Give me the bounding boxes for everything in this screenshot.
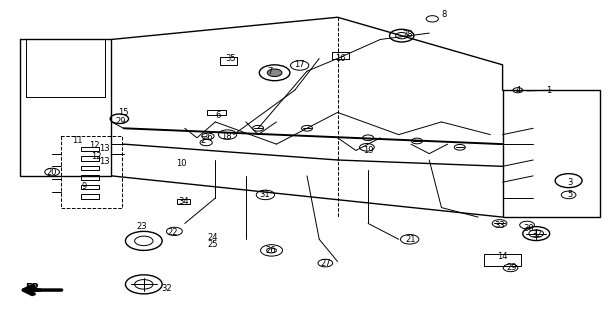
Bar (81, 194, 99, 199)
Text: 8: 8 (442, 10, 447, 19)
Text: 20: 20 (46, 168, 56, 177)
Bar (81, 147, 99, 151)
Text: 10: 10 (176, 159, 187, 168)
Circle shape (267, 69, 282, 76)
Text: 13: 13 (99, 144, 109, 153)
Text: 29: 29 (115, 117, 126, 126)
Text: 11: 11 (72, 136, 83, 146)
Text: 5: 5 (567, 190, 572, 199)
Bar (177, 199, 190, 204)
Text: 30: 30 (523, 224, 534, 233)
Text: 4: 4 (515, 86, 521, 95)
Text: 2: 2 (200, 136, 206, 146)
Bar (81, 185, 99, 189)
Text: 22: 22 (167, 228, 178, 237)
Text: 18: 18 (221, 132, 231, 141)
Bar (208, 110, 226, 115)
Text: 21: 21 (406, 235, 416, 244)
Text: 24: 24 (207, 233, 217, 242)
Bar (81, 166, 99, 170)
Bar (81, 156, 99, 161)
Text: 17: 17 (294, 60, 305, 69)
Text: 9: 9 (81, 182, 87, 191)
Text: 33: 33 (494, 220, 505, 229)
Text: 31: 31 (259, 190, 270, 199)
Text: 19: 19 (363, 146, 373, 155)
Text: 12: 12 (89, 141, 99, 150)
Text: 32: 32 (161, 284, 172, 293)
Text: 25: 25 (207, 240, 217, 249)
Text: 26: 26 (265, 246, 276, 255)
Text: 3: 3 (567, 178, 572, 187)
Text: 32: 32 (531, 230, 542, 239)
Text: 1: 1 (546, 86, 551, 95)
Text: 35: 35 (225, 54, 236, 63)
Text: 7: 7 (268, 67, 273, 76)
Text: 12: 12 (91, 152, 101, 161)
Text: 34: 34 (178, 197, 189, 206)
Bar (81, 175, 99, 180)
Text: 15: 15 (119, 108, 129, 117)
Text: FR.: FR. (25, 284, 43, 293)
Text: 36: 36 (202, 133, 212, 142)
Text: 23: 23 (137, 222, 147, 231)
Text: 28: 28 (403, 30, 413, 39)
Text: 14: 14 (497, 252, 508, 261)
Text: 6: 6 (216, 111, 221, 120)
Bar (332, 52, 349, 59)
Text: 16: 16 (335, 54, 346, 63)
Text: 27: 27 (320, 259, 331, 268)
Text: 13: 13 (99, 157, 109, 166)
Bar (484, 253, 521, 266)
Text: 29: 29 (507, 263, 517, 272)
Bar (220, 57, 238, 65)
